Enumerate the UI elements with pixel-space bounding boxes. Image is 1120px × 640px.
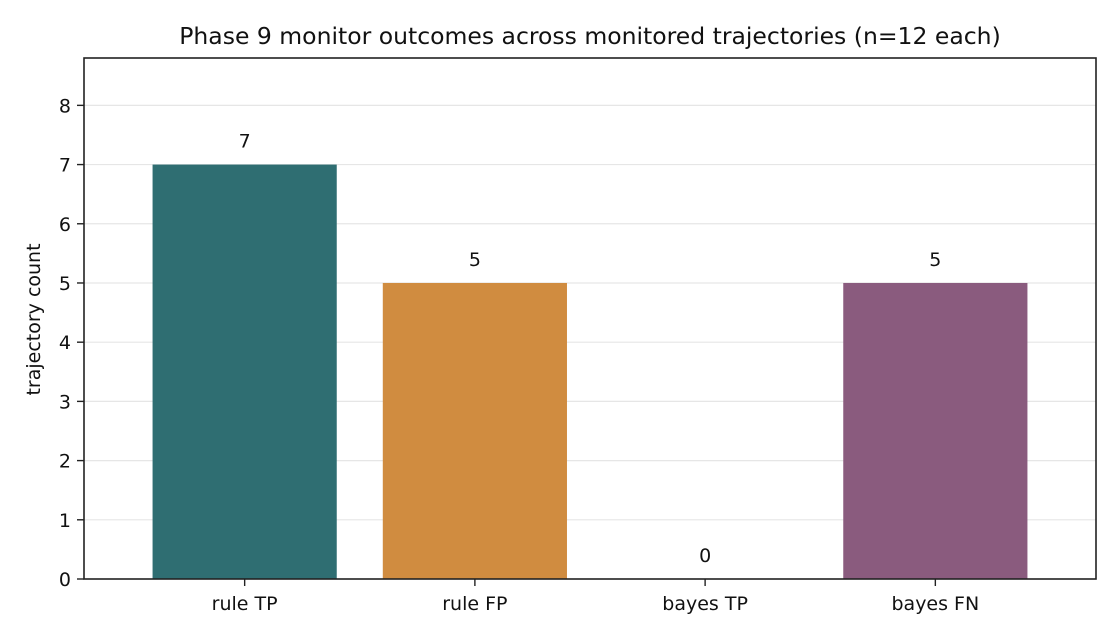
y-axis-ticks: 0 1 2 3 4 5 6 7 8 xyxy=(59,95,84,591)
y-tick-label: 2 xyxy=(59,451,71,473)
x-tick-label: bayes TP xyxy=(662,593,748,615)
y-tick-label: 5 xyxy=(59,273,71,295)
y-tick-label: 8 xyxy=(59,95,71,117)
bar-value-label: 7 xyxy=(239,131,251,153)
y-tick-label: 1 xyxy=(59,510,71,532)
x-axis-ticks: rule TP rule FP bayes TP bayes FN xyxy=(212,579,979,615)
bar-value-label: 5 xyxy=(929,249,941,271)
data-labels: 7 5 0 5 xyxy=(239,131,942,567)
bar-value-label: 0 xyxy=(699,545,711,567)
y-tick-label: 0 xyxy=(59,569,71,591)
chart-title: Phase 9 monitor outcomes across monitore… xyxy=(179,22,1001,50)
y-axis-label: trajectory count xyxy=(23,243,45,395)
bars xyxy=(152,164,1028,579)
x-tick-label: rule FP xyxy=(442,593,507,615)
x-tick-label: bayes FN xyxy=(891,593,979,615)
bar-rule-tp xyxy=(152,164,337,579)
bar-bayes-fn xyxy=(843,282,1028,579)
plot-frame xyxy=(83,57,1097,580)
y-tick-label: 4 xyxy=(59,332,71,354)
y-tick-label: 7 xyxy=(59,155,71,177)
y-tick-label: 3 xyxy=(59,391,71,413)
bar-value-label: 5 xyxy=(469,249,481,271)
bar-rule-fp xyxy=(382,282,567,579)
y-tick-label: 6 xyxy=(59,214,71,236)
x-tick-label: rule TP xyxy=(212,593,278,615)
